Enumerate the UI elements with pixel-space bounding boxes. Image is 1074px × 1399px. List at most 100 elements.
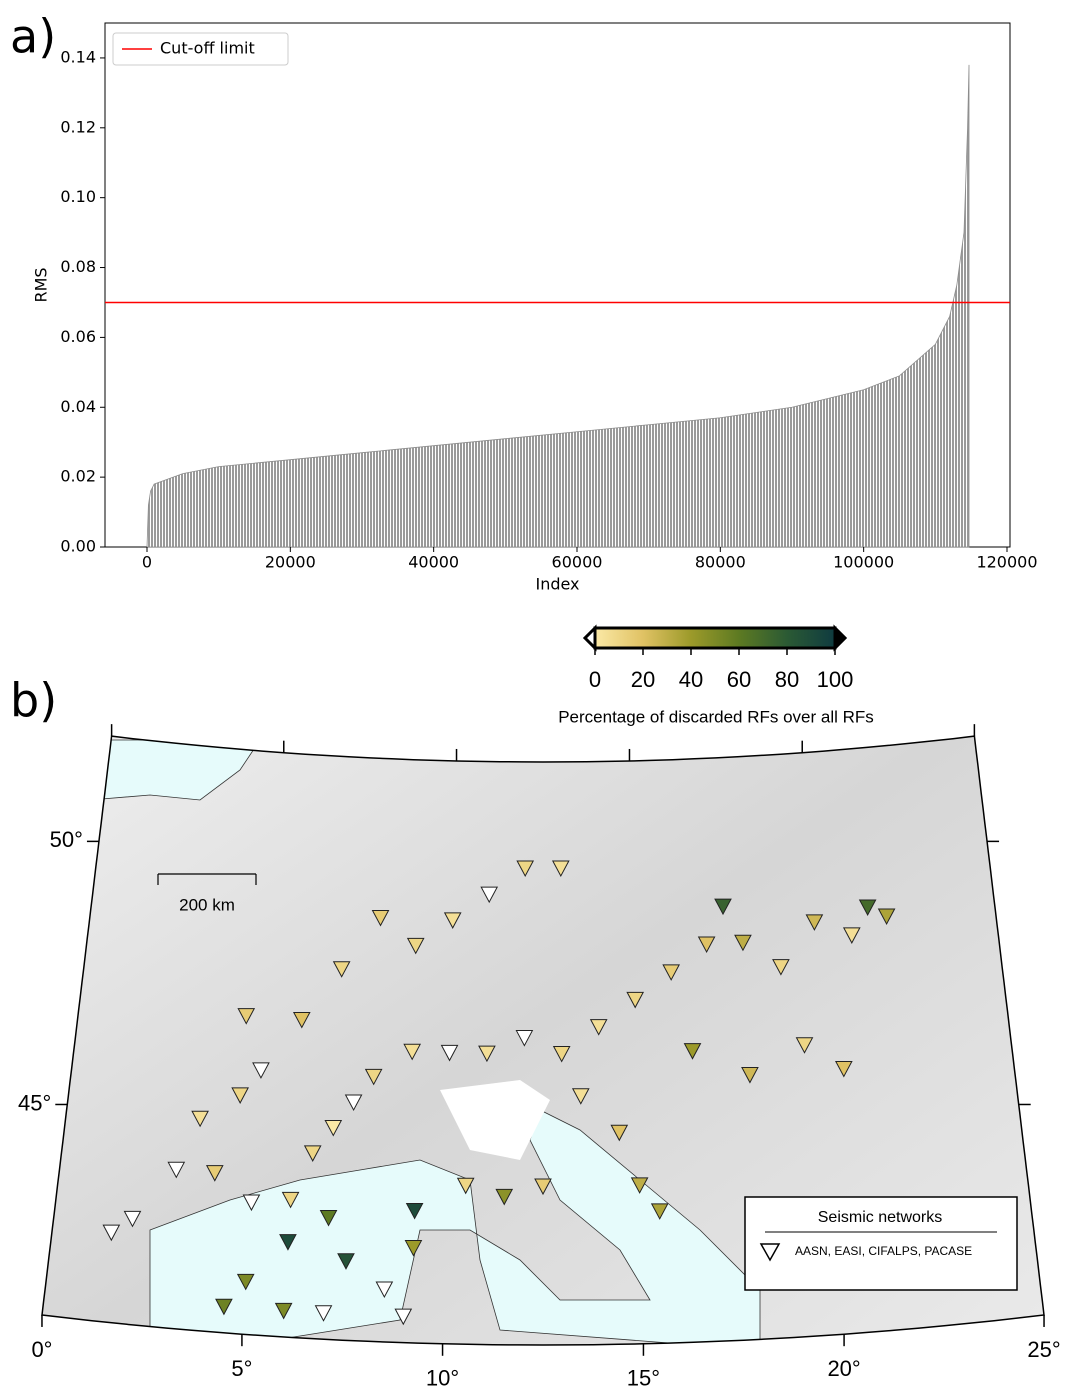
y-tick-label: 0.04 (60, 397, 96, 416)
station (795, 1037, 814, 1054)
station (242, 1194, 261, 1212)
x-tick-label: 0 (142, 553, 152, 572)
station (571, 1088, 590, 1105)
station (877, 908, 896, 926)
station (650, 1203, 669, 1220)
station (123, 1210, 142, 1228)
station (404, 1240, 423, 1257)
area (146, 64, 970, 548)
station (236, 1273, 255, 1291)
colorbar-tick-label: 80 (775, 667, 799, 692)
station (167, 1161, 186, 1179)
x-tick-label: 40000 (408, 553, 459, 572)
station (858, 899, 877, 917)
station (534, 1178, 552, 1196)
station (231, 1087, 249, 1104)
lon-tick-label: 10° (426, 1366, 459, 1391)
station (394, 1308, 413, 1326)
y-tick-label: 0.00 (60, 537, 96, 556)
station (364, 1068, 383, 1086)
legend-box (744, 1196, 1018, 1291)
x-tick-label: 120000 (976, 553, 1037, 572)
panel-label: b) (10, 674, 57, 728)
station (324, 1119, 343, 1137)
y-tick-label: 0.10 (60, 187, 96, 206)
station (734, 934, 752, 952)
station (337, 1253, 355, 1270)
lon-tick-label: 15° (627, 1366, 660, 1391)
station (805, 914, 824, 931)
x-tick-label: 100000 (833, 553, 894, 572)
station (279, 1234, 297, 1251)
station (515, 1030, 534, 1047)
station (191, 1110, 209, 1128)
lon-tick-label: 20° (827, 1356, 860, 1381)
y-tick-label: 0.14 (60, 47, 96, 66)
station (480, 886, 499, 904)
station (714, 898, 732, 916)
station (630, 1177, 649, 1194)
colorbar-tick-label: 20 (631, 667, 655, 692)
y-axis-label: RMS (32, 267, 51, 302)
station (319, 1209, 338, 1227)
station (842, 927, 861, 944)
station (375, 1281, 394, 1299)
station (274, 1302, 293, 1320)
legend-label: AASN, EASI, CIFALPS, PACASE (795, 1244, 972, 1258)
colorbar-tick-label: 60 (727, 667, 751, 692)
station (741, 1067, 759, 1084)
x-tick-label: 20000 (265, 553, 316, 572)
station (314, 1305, 333, 1322)
panel-b: 200 km Seismic networks AASN, EASI, CIFA… (18, 624, 1061, 1391)
lowland (440, 1080, 550, 1160)
stations (102, 860, 896, 1326)
legend-symbol (759, 1243, 781, 1262)
legend-label: Cut-off limit (160, 39, 255, 58)
station (834, 1060, 853, 1078)
y-tick-label: 0.08 (60, 257, 96, 276)
station (683, 1043, 702, 1060)
colorbar-ramp (593, 626, 837, 650)
panel-label: a) (10, 10, 56, 64)
y-tick-label: 0.12 (60, 117, 96, 136)
station (440, 1044, 459, 1062)
legend-title: Seismic networks (818, 1209, 942, 1226)
station (303, 1145, 322, 1162)
station (237, 1008, 256, 1025)
x-tick-label: 60000 (552, 553, 603, 572)
station (551, 860, 570, 878)
sea (149, 1109, 761, 1345)
station (516, 860, 535, 878)
station (406, 937, 425, 955)
station (610, 1124, 629, 1142)
lat-tick-label: 50° (50, 827, 83, 852)
scale-bar-label: 200 km (179, 895, 235, 914)
x-axis-label: Index (535, 575, 579, 594)
station (215, 1298, 233, 1316)
x-tick-label: 80000 (695, 553, 746, 572)
station (478, 1045, 496, 1063)
colorbar-label: Percentage of discarded RFs over all RFs (558, 707, 874, 726)
station (443, 912, 462, 929)
station (371, 909, 390, 927)
lon-tick-label: 5° (231, 1356, 252, 1381)
lon-tick-label: 25° (1027, 1337, 1060, 1362)
station (205, 1165, 224, 1182)
station (403, 1043, 422, 1061)
station (495, 1188, 514, 1206)
station (102, 1224, 121, 1242)
panel-a: 0.00 0.02 0.04 0.06 0.08 0.10 0.12 0.14 0 20000 40… (32, 22, 1038, 594)
station (662, 964, 680, 981)
colorbar-tick-label: 40 (679, 667, 703, 692)
station (456, 1177, 475, 1195)
colorbar-tick-label: 0 (589, 667, 601, 692)
station (697, 936, 716, 954)
colorbar-tick-label: 100 (817, 667, 854, 692)
lon-tick-label: 0° (31, 1337, 52, 1362)
y-tick-label: 0.02 (60, 467, 96, 486)
station (332, 961, 351, 978)
station (344, 1094, 363, 1112)
station (252, 1062, 270, 1079)
